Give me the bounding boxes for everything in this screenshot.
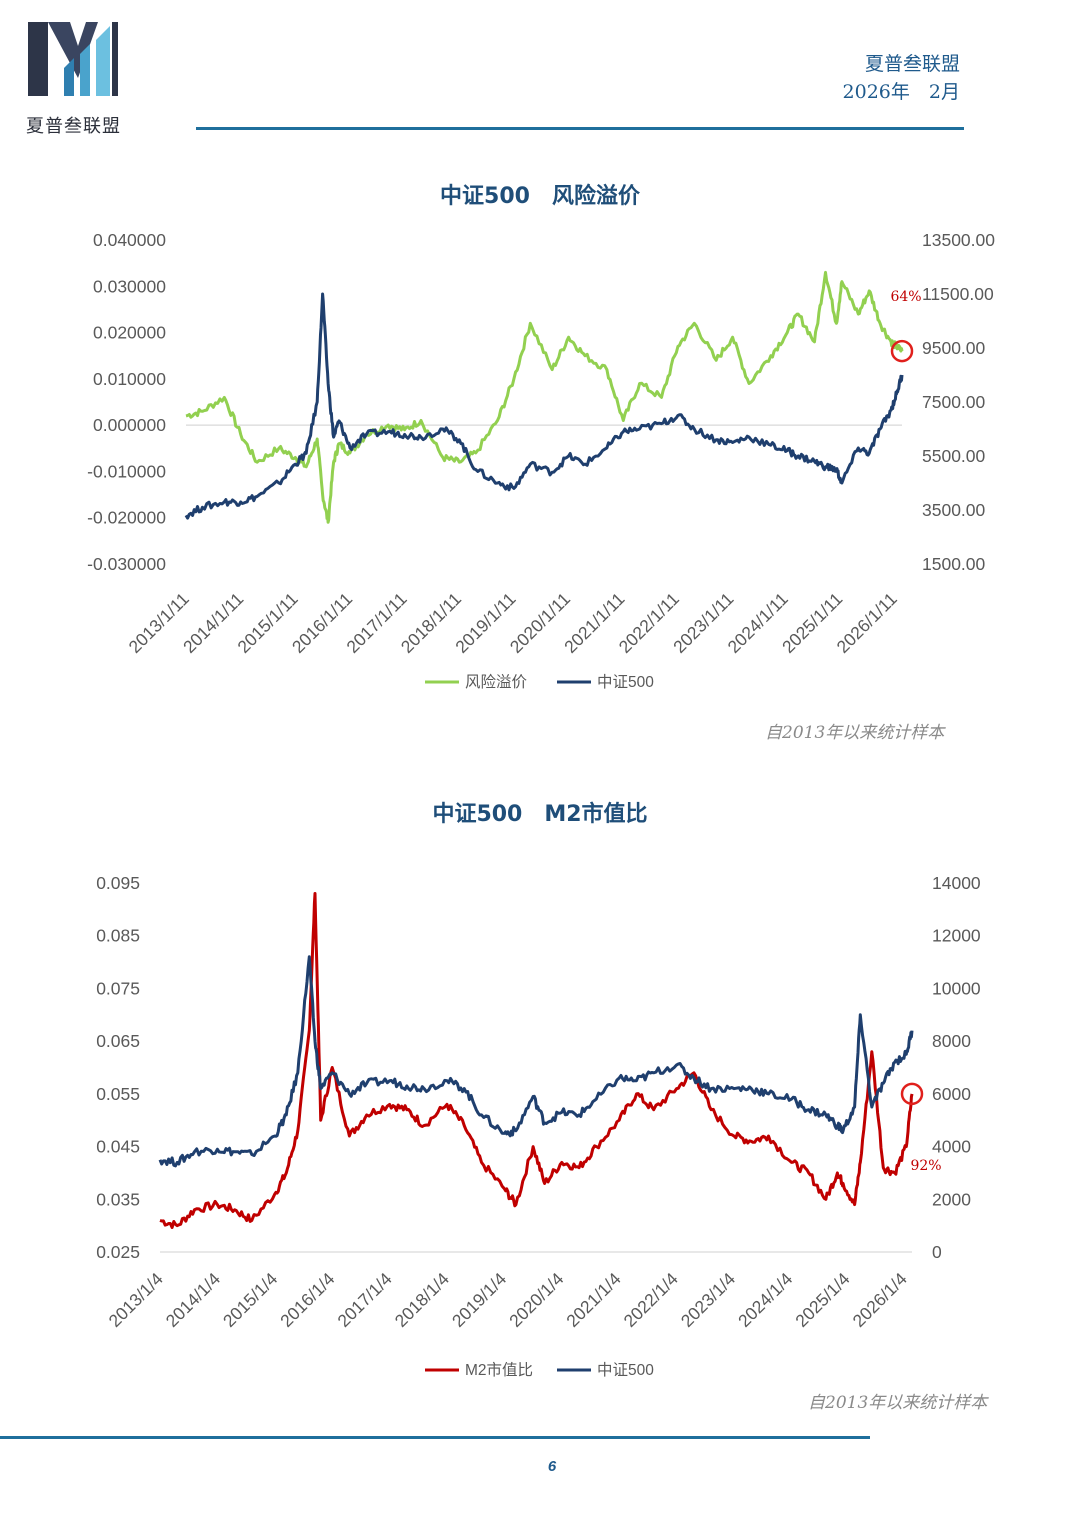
chart1-risk-premium: -0.030000 -0.020000 -0.010000 0.000000 0.010… (87, 230, 995, 691)
y-left-tick-label: 0.020000 (93, 323, 166, 343)
y-left-tick-label: 0.045 (96, 1137, 140, 1157)
logo-m-center (48, 22, 98, 78)
logo-left-bar (28, 22, 48, 96)
legend-label: 中证500 (597, 1361, 654, 1379)
legend-label: M2市值比 (465, 1361, 533, 1379)
footer-divider (0, 1436, 870, 1439)
y-right-tick-label: 5500.00 (922, 446, 986, 466)
y-left-tick-label: -0.020000 (87, 508, 166, 528)
header-divider (196, 127, 964, 130)
x-tick-label: 2019/1/4 (448, 1269, 510, 1331)
y-left-tick-label: 0.075 (96, 978, 140, 998)
x-tick-label: 2014/1/4 (162, 1269, 224, 1331)
page-header: 夏普叁联盟 2026年 2月 (843, 50, 960, 106)
x-tick-label: 2024/1/4 (734, 1269, 796, 1331)
chart2-note: 自2013年以来统计样本 (808, 1393, 988, 1413)
y-right-tick-label: 4000 (932, 1137, 971, 1157)
y-right-tick-label: 1500.00 (922, 554, 986, 574)
logo-bar-2 (64, 58, 74, 96)
annotation-circle (890, 339, 914, 363)
annotation-percent: 92% (910, 1158, 941, 1174)
y-right-tick-label: 7500.00 (922, 392, 986, 412)
x-tick-label: 2018/1/4 (391, 1269, 453, 1331)
y-left-tick-label: 0.040000 (93, 230, 166, 250)
y-right-tick-label: 10000 (932, 978, 981, 998)
x-tick-label: 2013/1/4 (105, 1269, 167, 1331)
legend-label: 风险溢价 (465, 673, 528, 691)
y-right-tick-label: 0 (932, 1242, 942, 1262)
y-left-tick-label: 0.065 (96, 1031, 140, 1051)
header-org: 夏普叁联盟 (864, 53, 960, 75)
y-left-tick-label: 0.085 (96, 926, 140, 946)
series-line-0 (185, 270, 904, 524)
brand-logo (28, 22, 118, 96)
logo-right-bar (112, 22, 118, 96)
x-tick-label: 2025/1/4 (791, 1269, 853, 1331)
annotation-circle (900, 1082, 924, 1106)
y-right-tick-label: 2000 (932, 1189, 971, 1209)
y-right-tick-label: 6000 (932, 1084, 971, 1104)
chart1-note: 自2013年以来统计样本 (765, 723, 945, 743)
x-tick-label: 2026/1/11 (833, 589, 901, 657)
legend-label: 中证500 (597, 673, 654, 691)
x-tick-label: 2021/1/4 (562, 1269, 624, 1331)
y-right-tick-label: 3500.00 (922, 500, 986, 520)
x-tick-label: 2022/1/4 (620, 1269, 682, 1331)
brand-name: 夏普叁联盟 (26, 116, 121, 137)
annotation-percent: 64% (890, 289, 921, 305)
page-number: 6 (547, 1458, 557, 1475)
series-line-1 (158, 955, 914, 1168)
y-left-tick-label: 0.010000 (93, 369, 166, 389)
header-date: 2026年 2月 (842, 81, 960, 103)
logo-bar-3 (80, 44, 90, 96)
x-tick-label: 2017/1/4 (333, 1269, 395, 1331)
y-left-tick-label: 0.000000 (93, 415, 166, 435)
x-tick-label: 2026/1/4 (849, 1269, 911, 1331)
y-left-tick-label: -0.030000 (87, 554, 166, 574)
y-left-tick-label: 0.030000 (93, 276, 166, 296)
chart2-title: 中证500 M2市值比 (432, 802, 648, 827)
y-right-tick-label: 11500.00 (922, 284, 994, 304)
y-left-tick-label: 0.055 (96, 1084, 140, 1104)
x-tick-label: 2020/1/4 (505, 1269, 567, 1331)
x-tick-label: 2016/1/4 (276, 1269, 338, 1331)
chart1-title: 中证500 风险溢价 (440, 184, 640, 209)
y-left-tick-label: -0.010000 (87, 461, 166, 481)
y-left-tick-label: 0.095 (96, 873, 140, 893)
series-line-0 (159, 892, 914, 1229)
y-right-tick-label: 12000 (932, 926, 981, 946)
y-left-tick-label: 0.035 (96, 1189, 140, 1209)
chart2-m2-ratio: 0.025 0.035 0.045 0.055 0.065 0.075 0.085 0.095… (96, 873, 981, 1379)
y-right-tick-label: 13500.00 (922, 230, 995, 250)
x-tick-label: 2023/1/4 (677, 1269, 739, 1331)
x-tick-label: 2015/1/4 (219, 1269, 281, 1331)
y-right-tick-label: 8000 (932, 1031, 971, 1051)
series-line-1 (184, 292, 904, 520)
y-left-tick-label: 0.025 (96, 1242, 140, 1262)
y-right-tick-label: 14000 (932, 873, 981, 893)
y-right-tick-label: 9500.00 (922, 338, 986, 358)
logo-bar-4 (96, 26, 110, 96)
